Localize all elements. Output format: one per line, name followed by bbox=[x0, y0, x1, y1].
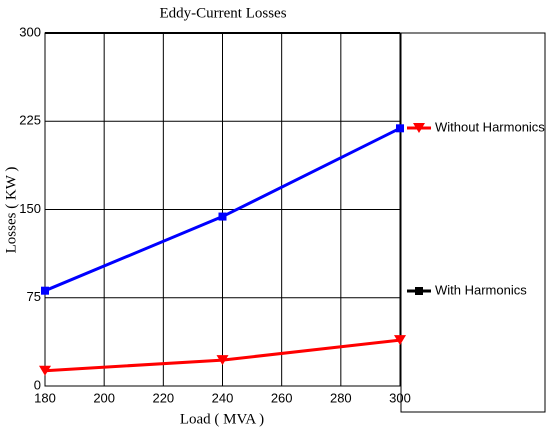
legend-box bbox=[400, 32, 546, 413]
legend-marker bbox=[415, 287, 423, 295]
legend-label: With Harmonics bbox=[435, 282, 527, 297]
x-tick-label: 260 bbox=[271, 390, 293, 405]
x-tick-label: 220 bbox=[152, 390, 174, 405]
y-tick-label: 75 bbox=[27, 289, 41, 304]
x-tick-label: 240 bbox=[212, 390, 234, 405]
chart-title: Eddy-Current Losses bbox=[159, 5, 286, 21]
x-axis-label: Load ( MVA ) bbox=[180, 411, 264, 427]
data-point bbox=[396, 124, 404, 133]
legend-label: Without Harmonics bbox=[435, 119, 545, 134]
x-tick-label: 200 bbox=[93, 390, 115, 405]
data-point bbox=[41, 286, 49, 295]
y-tick-label: 225 bbox=[19, 113, 41, 128]
plot-frame bbox=[44, 32, 401, 387]
y-tick-label: 300 bbox=[19, 24, 41, 39]
data-point bbox=[216, 355, 229, 366]
data-point bbox=[394, 335, 406, 346]
x-tick-label: 300 bbox=[389, 390, 411, 405]
y-tick-label: 150 bbox=[19, 201, 41, 216]
data-point bbox=[218, 212, 227, 221]
x-tick-label: 180 bbox=[34, 390, 56, 405]
x-tick-label: 280 bbox=[330, 390, 352, 405]
legend-marker bbox=[413, 123, 425, 133]
y-tick-label: 0 bbox=[34, 377, 41, 392]
data-point bbox=[39, 365, 51, 376]
y-axis-label: Losses ( KW ) bbox=[3, 167, 19, 254]
